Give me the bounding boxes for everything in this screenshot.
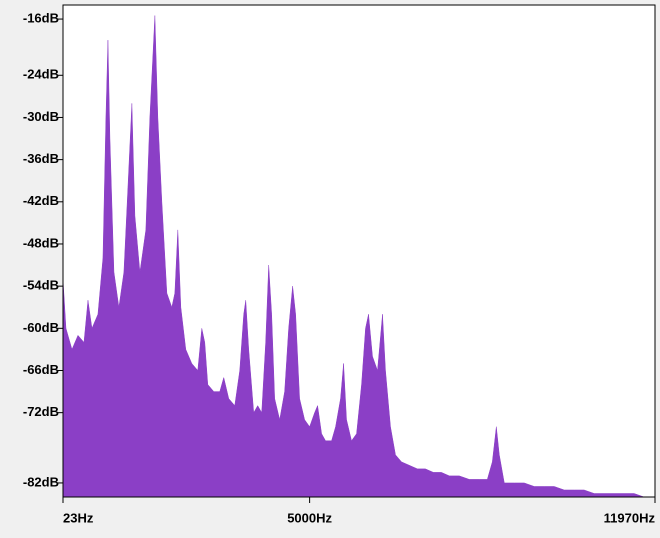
x-tick-label: 5000Hz	[287, 510, 332, 525]
y-tick-label: -72dB	[23, 404, 59, 419]
x-tick-label: 11970Hz	[604, 510, 656, 525]
y-tick-label: -60dB	[23, 320, 59, 335]
y-tick-label: -36dB	[23, 151, 59, 166]
y-tick-label: -42dB	[23, 193, 59, 208]
y-tick-label: -54dB	[23, 278, 59, 293]
y-tick-label: -66dB	[23, 362, 59, 377]
plot-layer	[62, 15, 655, 498]
y-tick-label: -30dB	[23, 109, 59, 124]
y-tick-label: -24dB	[23, 67, 59, 82]
y-tick-label: -48dB	[23, 235, 59, 250]
plot-border	[62, 4, 656, 498]
y-tick-label: -82dB	[23, 474, 59, 489]
spectrum-area	[62, 15, 655, 498]
y-tick-label: -16dB	[23, 10, 59, 25]
x-tick-label: 23Hz	[63, 510, 94, 525]
